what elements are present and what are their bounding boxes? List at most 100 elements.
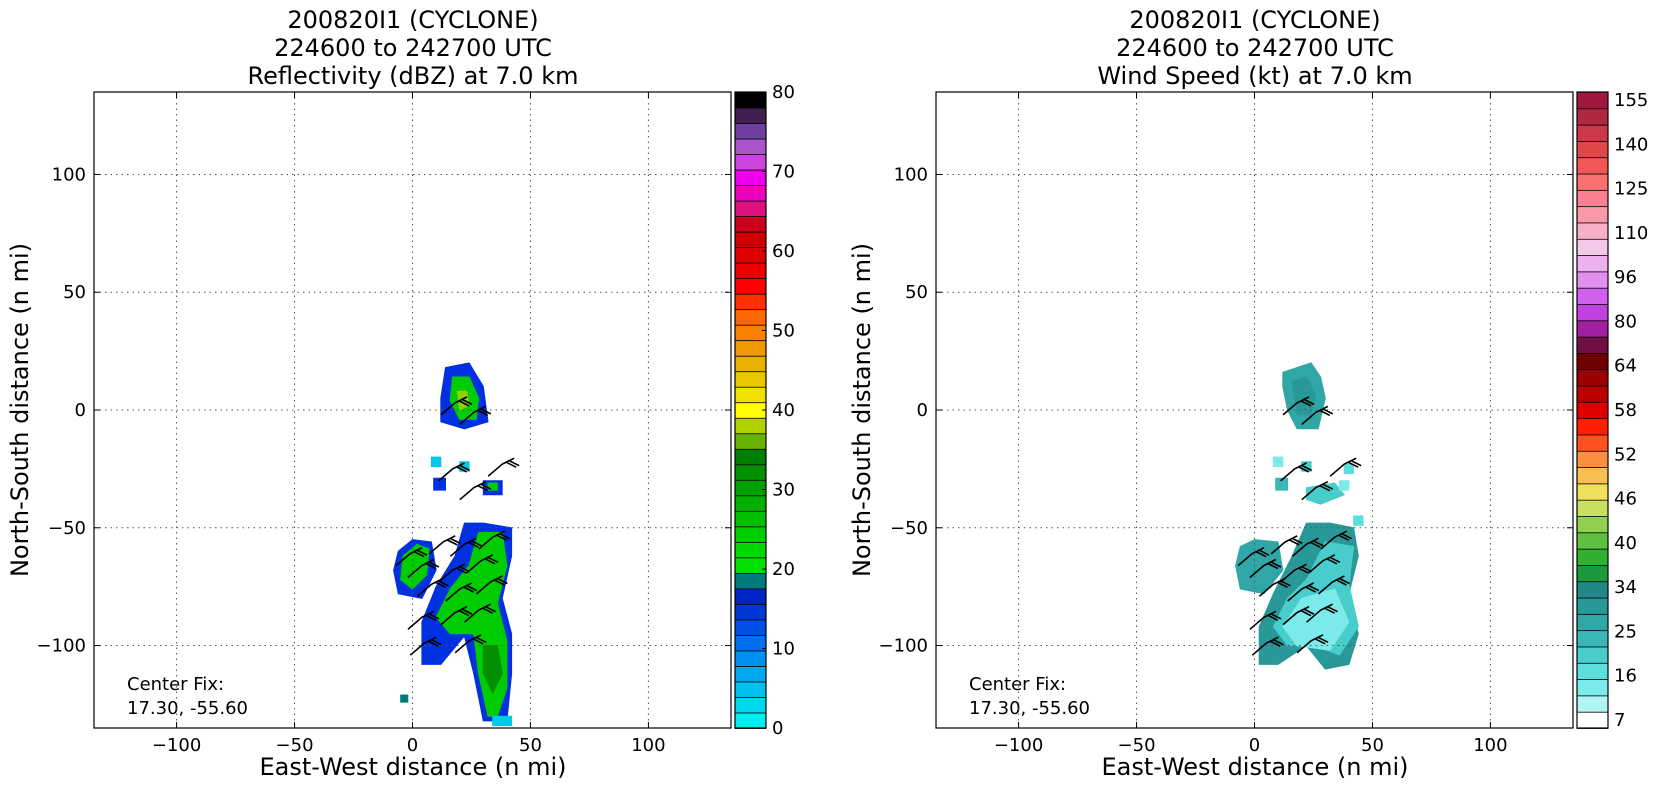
colorbar-tick-label: 140 xyxy=(1614,134,1648,155)
panel-title-line-3: Wind Speed (kt) at 7.0 km xyxy=(1097,62,1412,90)
colorbar: 7 16 25 34 40 46 52 58 64 80 96 110 125 140 155 xyxy=(1576,90,1648,731)
wind-barbs xyxy=(395,396,520,656)
colorbar-tick-label: 80 xyxy=(772,82,795,103)
colorbar-swatch xyxy=(734,324,767,342)
echo-region xyxy=(435,532,508,717)
colorbar-tick-label: 40 xyxy=(1614,533,1637,554)
colorbar-swatch xyxy=(1576,254,1609,273)
colorbar-swatch xyxy=(1576,580,1609,599)
echo-region xyxy=(400,694,409,703)
colorbar-swatch xyxy=(1576,515,1609,534)
y-tick-label: 100 xyxy=(894,164,928,185)
x-tick-label: −50 xyxy=(276,735,314,756)
colorbar-swatch xyxy=(734,665,767,683)
plot-frame xyxy=(93,91,732,729)
center-fix-value: 17.30, -55.60 xyxy=(969,698,1090,719)
colorbar-swatch xyxy=(1576,711,1609,729)
colorbar-swatch xyxy=(734,525,767,543)
wind-barb xyxy=(407,558,440,579)
colorbar-swatch xyxy=(734,231,767,249)
colorbar-tick-label: 96 xyxy=(1614,267,1637,288)
colorbar-swatch xyxy=(1576,352,1609,371)
colorbar-swatch xyxy=(1576,564,1609,583)
wind-barb xyxy=(428,535,461,555)
colorbar-frame xyxy=(1576,91,1609,729)
colorbar-swatch xyxy=(1576,189,1609,208)
colorbar-swatch xyxy=(734,696,767,714)
wind-barb xyxy=(1301,405,1334,426)
colorbar-swatch xyxy=(734,432,767,450)
x-tick-label: 100 xyxy=(1473,735,1507,756)
echo-layer xyxy=(393,362,513,727)
colorbar-swatch xyxy=(734,122,767,140)
colorbar-swatch xyxy=(734,169,767,186)
x-tick-label: 50 xyxy=(519,735,542,756)
colorbar-swatch xyxy=(1576,662,1609,680)
colorbar-tick-label: 155 xyxy=(1614,90,1648,111)
colorbar-swatch xyxy=(734,293,767,311)
wind-barb xyxy=(1237,546,1270,567)
colorbar-tick-label: 80 xyxy=(1614,311,1637,332)
wind-barb xyxy=(1280,462,1312,482)
colorbar-swatch xyxy=(734,587,767,605)
wind-barb xyxy=(445,582,478,602)
colorbar-swatch xyxy=(734,681,767,698)
colorbar-swatch xyxy=(734,556,767,574)
panel-title-line-2: 224600 to 242700 UTC xyxy=(274,34,552,62)
wind-barb xyxy=(1306,603,1338,623)
axis-ticks: −100 −50 0 50 100 −100 −50 0 50 100 xyxy=(879,92,1573,756)
wind-barb xyxy=(438,462,470,482)
echo-region xyxy=(1272,456,1284,467)
x-tick-label: −100 xyxy=(994,735,1043,756)
wind-barb xyxy=(416,577,449,597)
y-tick-label: 0 xyxy=(917,400,928,421)
colorbar-swatch xyxy=(1576,482,1609,501)
echo-region xyxy=(1338,480,1350,491)
colorbar-tick-label: 60 xyxy=(772,241,795,262)
wind-barb xyxy=(454,634,487,654)
colorbar-swatch xyxy=(1576,205,1609,224)
colorbar-swatch xyxy=(1576,303,1609,322)
colorbar-swatch xyxy=(1576,140,1609,159)
y-axis-label: North-South distance (n mi) xyxy=(6,243,34,577)
echo-region xyxy=(492,715,513,727)
wind-barb xyxy=(1282,396,1315,416)
colorbar-swatch xyxy=(734,246,767,264)
wind-barb xyxy=(1249,558,1282,579)
colorbar-swatch xyxy=(1576,450,1609,468)
wind-barb xyxy=(466,554,499,574)
y-tick-label: −50 xyxy=(48,518,86,539)
axis-ticks: −100 −50 0 50 100 −100 −50 0 50 100 xyxy=(37,92,731,756)
colorbar-swatch xyxy=(1576,336,1609,354)
wind-barb xyxy=(449,537,482,557)
colorbar-tick-label: 52 xyxy=(1614,444,1637,465)
plot-frame xyxy=(935,91,1574,729)
wind-barb xyxy=(395,546,428,567)
y-tick-label: 50 xyxy=(905,282,928,303)
x-axis-label: East-West distance (n mi) xyxy=(259,753,566,781)
colorbar-swatch xyxy=(734,215,767,233)
panel-title-line-3: Reflectivity (dBZ) at 7.0 km xyxy=(248,62,579,90)
colorbar-tick-label: 110 xyxy=(1614,223,1648,244)
colorbar-swatch xyxy=(734,386,767,404)
colorbar-swatch xyxy=(1576,91,1609,110)
wind-barb xyxy=(1329,457,1362,477)
colorbar-swatch xyxy=(734,107,767,124)
colorbar-swatch xyxy=(734,401,767,419)
x-tick-label: −50 xyxy=(1118,735,1156,756)
colorbar-swatch xyxy=(734,153,767,171)
y-tick-label: 50 xyxy=(63,282,86,303)
colorbar: 0 10 20 30 40 50 60 70 80 xyxy=(734,82,795,739)
colorbar-swatch xyxy=(1576,466,1609,485)
colorbar-swatch xyxy=(1576,368,1609,387)
colorbar-swatch xyxy=(1576,597,1609,615)
wind-barb xyxy=(1282,605,1315,626)
colorbar-swatch xyxy=(734,463,767,481)
colorbar-swatch xyxy=(1576,613,1609,632)
colorbar-tick-label: 46 xyxy=(1614,489,1637,510)
colorbar-swatch xyxy=(734,308,767,326)
colorbar-tick-label: 30 xyxy=(772,480,795,501)
wind-barb xyxy=(459,480,492,501)
colorbar-swatch xyxy=(1576,629,1609,648)
